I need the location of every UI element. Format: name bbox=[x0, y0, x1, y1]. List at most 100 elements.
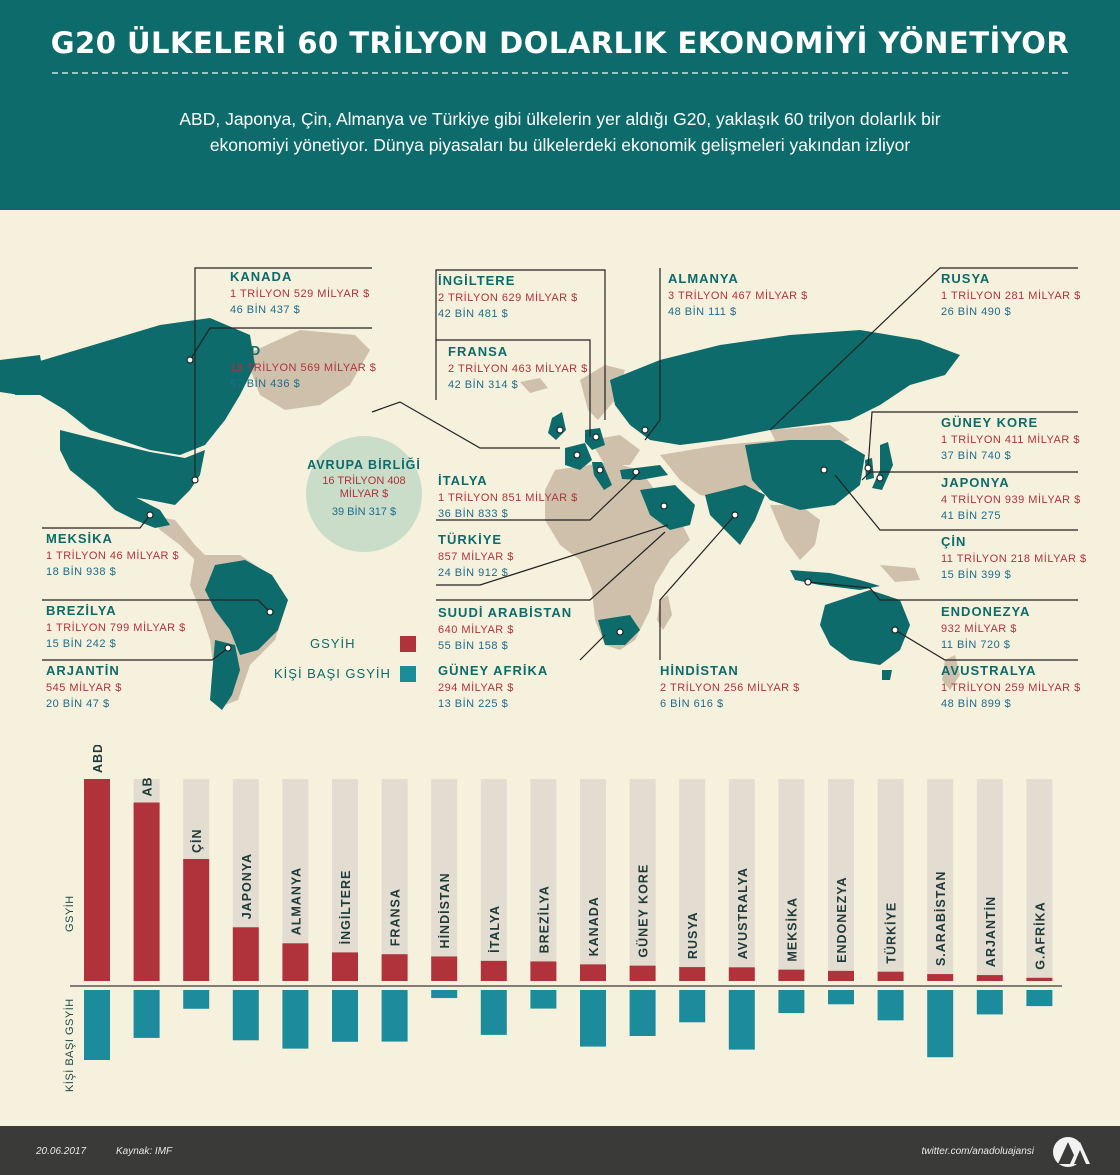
bar-kisi-basi bbox=[629, 990, 656, 1036]
country-per-capita: 37 BİN 740 $ bbox=[941, 450, 1012, 462]
eu-gdp: 16 TRİLYON 408 MİLYAR $ bbox=[322, 475, 406, 500]
country-name: İTALYA bbox=[438, 473, 488, 488]
bar-track bbox=[728, 779, 755, 981]
bar-gsyih bbox=[282, 943, 309, 981]
bar-gsyih bbox=[431, 956, 458, 981]
country-per-capita: 24 BİN 912 $ bbox=[438, 567, 509, 579]
bar-track bbox=[877, 779, 904, 981]
label-fransa: FRANSA 2 TRİLYON 463 MİLYAR $ 42 BİN 314… bbox=[448, 343, 588, 393]
g20-land-shapes bbox=[0, 318, 960, 710]
bar-track bbox=[580, 779, 606, 981]
country-gdp: 545 MİLYAR $ bbox=[46, 682, 122, 694]
bar-track bbox=[629, 779, 656, 981]
country-gdp: 1 TRİLYON 851 MİLYAR $ bbox=[438, 492, 578, 504]
country-name: ÇİN bbox=[941, 534, 967, 549]
bar-gsyih bbox=[84, 779, 110, 981]
bar-track bbox=[679, 779, 706, 981]
country-gdp: 2 TRİLYON 629 MİLYAR $ bbox=[438, 292, 578, 304]
label-guney-afrika: GÜNEY AFRİKA 294 MİLYAR $ 13 BİN 225 $ bbox=[438, 662, 548, 712]
label-abd: ABD 18 TRİLYON 569 MİLYAR $ 57 BİN 436 $ bbox=[230, 342, 376, 392]
bar-kisi-basi bbox=[679, 990, 706, 1023]
bar-gsyih bbox=[679, 967, 706, 981]
bar-category-label: JAPONYA bbox=[240, 853, 254, 919]
country-per-capita: 48 BİN 899 $ bbox=[941, 698, 1012, 710]
country-name: GÜNEY AFRİKA bbox=[438, 663, 549, 678]
country-per-capita: 26 BİN 490 $ bbox=[941, 306, 1012, 318]
bar-track bbox=[530, 779, 557, 981]
bar-gsyih bbox=[927, 974, 954, 981]
page-title: G20 ÜLKELERİ 60 TRİLYON DOLARLIK EKONOMİ… bbox=[50, 26, 1070, 60]
bar-kisi-basi bbox=[580, 990, 606, 1047]
bar-kisi-basi bbox=[84, 990, 110, 1060]
footer-source: Kaynak: IMF bbox=[116, 1146, 173, 1157]
label-endonezya: ENDONEZYA 932 MİLYAR $ 11 BİN 720 $ bbox=[941, 603, 1030, 653]
bar-track bbox=[1026, 779, 1053, 981]
bar-kisi-basi bbox=[133, 990, 160, 1038]
country-name: MEKSİKA bbox=[46, 531, 113, 546]
bar-category-label: MEKSİKA bbox=[784, 897, 799, 962]
country-gdp: 2 TRİLYON 463 MİLYAR $ bbox=[448, 363, 588, 375]
country-gdp: 1 TRİLYON 46 MİLYAR $ bbox=[46, 550, 180, 562]
bar-gsyih bbox=[877, 971, 904, 981]
bar-kisi-basi bbox=[828, 990, 854, 1005]
country-gdp: 1 TRİLYON 411 MİLYAR $ bbox=[941, 434, 1080, 446]
footer: 20.06.2017 Kaynak: IMF twitter.com/anado… bbox=[0, 1126, 1120, 1175]
axis-label-kisi: KİŞİ BAŞI GSYİH bbox=[64, 998, 76, 1092]
bar-kisi-basi bbox=[431, 990, 458, 999]
bar-gsyih bbox=[778, 969, 805, 981]
country-per-capita: 15 BİN 399 $ bbox=[941, 569, 1012, 581]
bar-category-label: G.AFRİKA bbox=[1032, 901, 1047, 969]
bar-gsyih bbox=[183, 858, 210, 981]
label-meksika: MEKSİKA 1 TRİLYON 46 MİLYAR $ 18 BİN 938… bbox=[46, 530, 179, 580]
country-per-capita: 55 BİN 158 $ bbox=[438, 640, 509, 652]
country-per-capita: 42 BİN 314 $ bbox=[448, 379, 519, 391]
bar-category-label: AB bbox=[141, 776, 155, 796]
bar-category-label: HİNDİSTAN bbox=[437, 872, 452, 948]
bar-category-label: RUSYA bbox=[686, 911, 700, 959]
eu-per-capita: 39 BİN 317 $ bbox=[331, 506, 397, 518]
footer-twitter-link[interactable]: twitter.com/anadoluajansi bbox=[921, 1146, 1034, 1157]
eu-name: AVRUPA BİRLİĞİ bbox=[307, 458, 421, 472]
label-suudi-arabistan: SUUDİ ARABİSTAN 640 MİLYAR $ 55 BİN 158 … bbox=[438, 604, 572, 654]
country-name: ALMANYA bbox=[668, 271, 739, 286]
header: G20 ÜLKELERİ 60 TRİLYON DOLARLIK EKONOMİ… bbox=[0, 0, 1120, 210]
label-avustralya: AVUSTRALYA 1 TRİLYON 259 MİLYAR $ 48 BİN… bbox=[941, 662, 1081, 712]
title-divider bbox=[52, 72, 1068, 74]
bar-category-label: İNGİLTERE bbox=[338, 870, 353, 945]
country-name: SUUDİ ARABİSTAN bbox=[438, 605, 573, 620]
country-name: JAPONYA bbox=[941, 475, 1010, 490]
bar-track bbox=[828, 779, 854, 981]
bar-category-label: TÜRKİYE bbox=[884, 902, 899, 964]
label-almanya: ALMANYA 3 TRİLYON 467 MİLYAR $ 48 BİN 11… bbox=[668, 270, 808, 320]
bar-category-label: ALMANYA bbox=[289, 867, 303, 935]
label-turkiye: TÜRKİYE 857 MİLYAR $ 24 BİN 912 $ bbox=[438, 531, 514, 581]
country-gdp: 932 MİLYAR $ bbox=[941, 623, 1017, 635]
country-name: KANADA bbox=[230, 269, 293, 284]
bar-kisi-basi bbox=[530, 990, 557, 1009]
world-map bbox=[0, 267, 1078, 710]
bar-category-label: ÇİN bbox=[189, 828, 204, 853]
location-dots bbox=[146, 356, 899, 652]
eu-circle: AVRUPA BİRLİĞİ 16 TRİLYON 408 MİLYAR $ 3… bbox=[306, 436, 422, 552]
country-gdp: 857 MİLYAR $ bbox=[438, 551, 514, 563]
country-gdp: 640 MİLYAR $ bbox=[438, 624, 514, 636]
footer-date: 20.06.2017 bbox=[36, 1146, 87, 1157]
bar-category-label: S.ARABİSTAN bbox=[933, 871, 948, 967]
country-name: ARJANTİN bbox=[46, 663, 120, 678]
country-name: İNGİLTERE bbox=[438, 273, 516, 288]
country-name: BREZİLYA bbox=[46, 603, 117, 618]
bar-gsyih bbox=[976, 975, 1003, 981]
bar-gsyih bbox=[828, 970, 854, 981]
country-name: TÜRKİYE bbox=[438, 532, 503, 547]
country-per-capita: 42 BİN 481 $ bbox=[438, 308, 509, 320]
country-per-capita: 20 BİN 47 $ bbox=[46, 698, 110, 710]
country-per-capita: 57 BİN 436 $ bbox=[230, 378, 301, 390]
bar-category-label: KANADA bbox=[587, 896, 601, 956]
country-per-capita: 18 BİN 938 $ bbox=[46, 566, 117, 578]
label-kanada: KANADA 1 TRİLYON 529 MİLYAR $ 46 BİN 437… bbox=[230, 268, 370, 318]
country-name: GÜNEY KORE bbox=[941, 415, 1039, 430]
country-name: HİNDİSTAN bbox=[660, 663, 739, 678]
bar-track bbox=[976, 779, 1003, 981]
bar-chart: ABD AB ÇİN JAPONYA ALMANYA İNGİLTERE FRANSA HİN… bbox=[70, 745, 1062, 1060]
label-cin: ÇİN 11 TRİLYON 218 MİLYAR $ 15 BİN 399 $ bbox=[941, 533, 1087, 583]
